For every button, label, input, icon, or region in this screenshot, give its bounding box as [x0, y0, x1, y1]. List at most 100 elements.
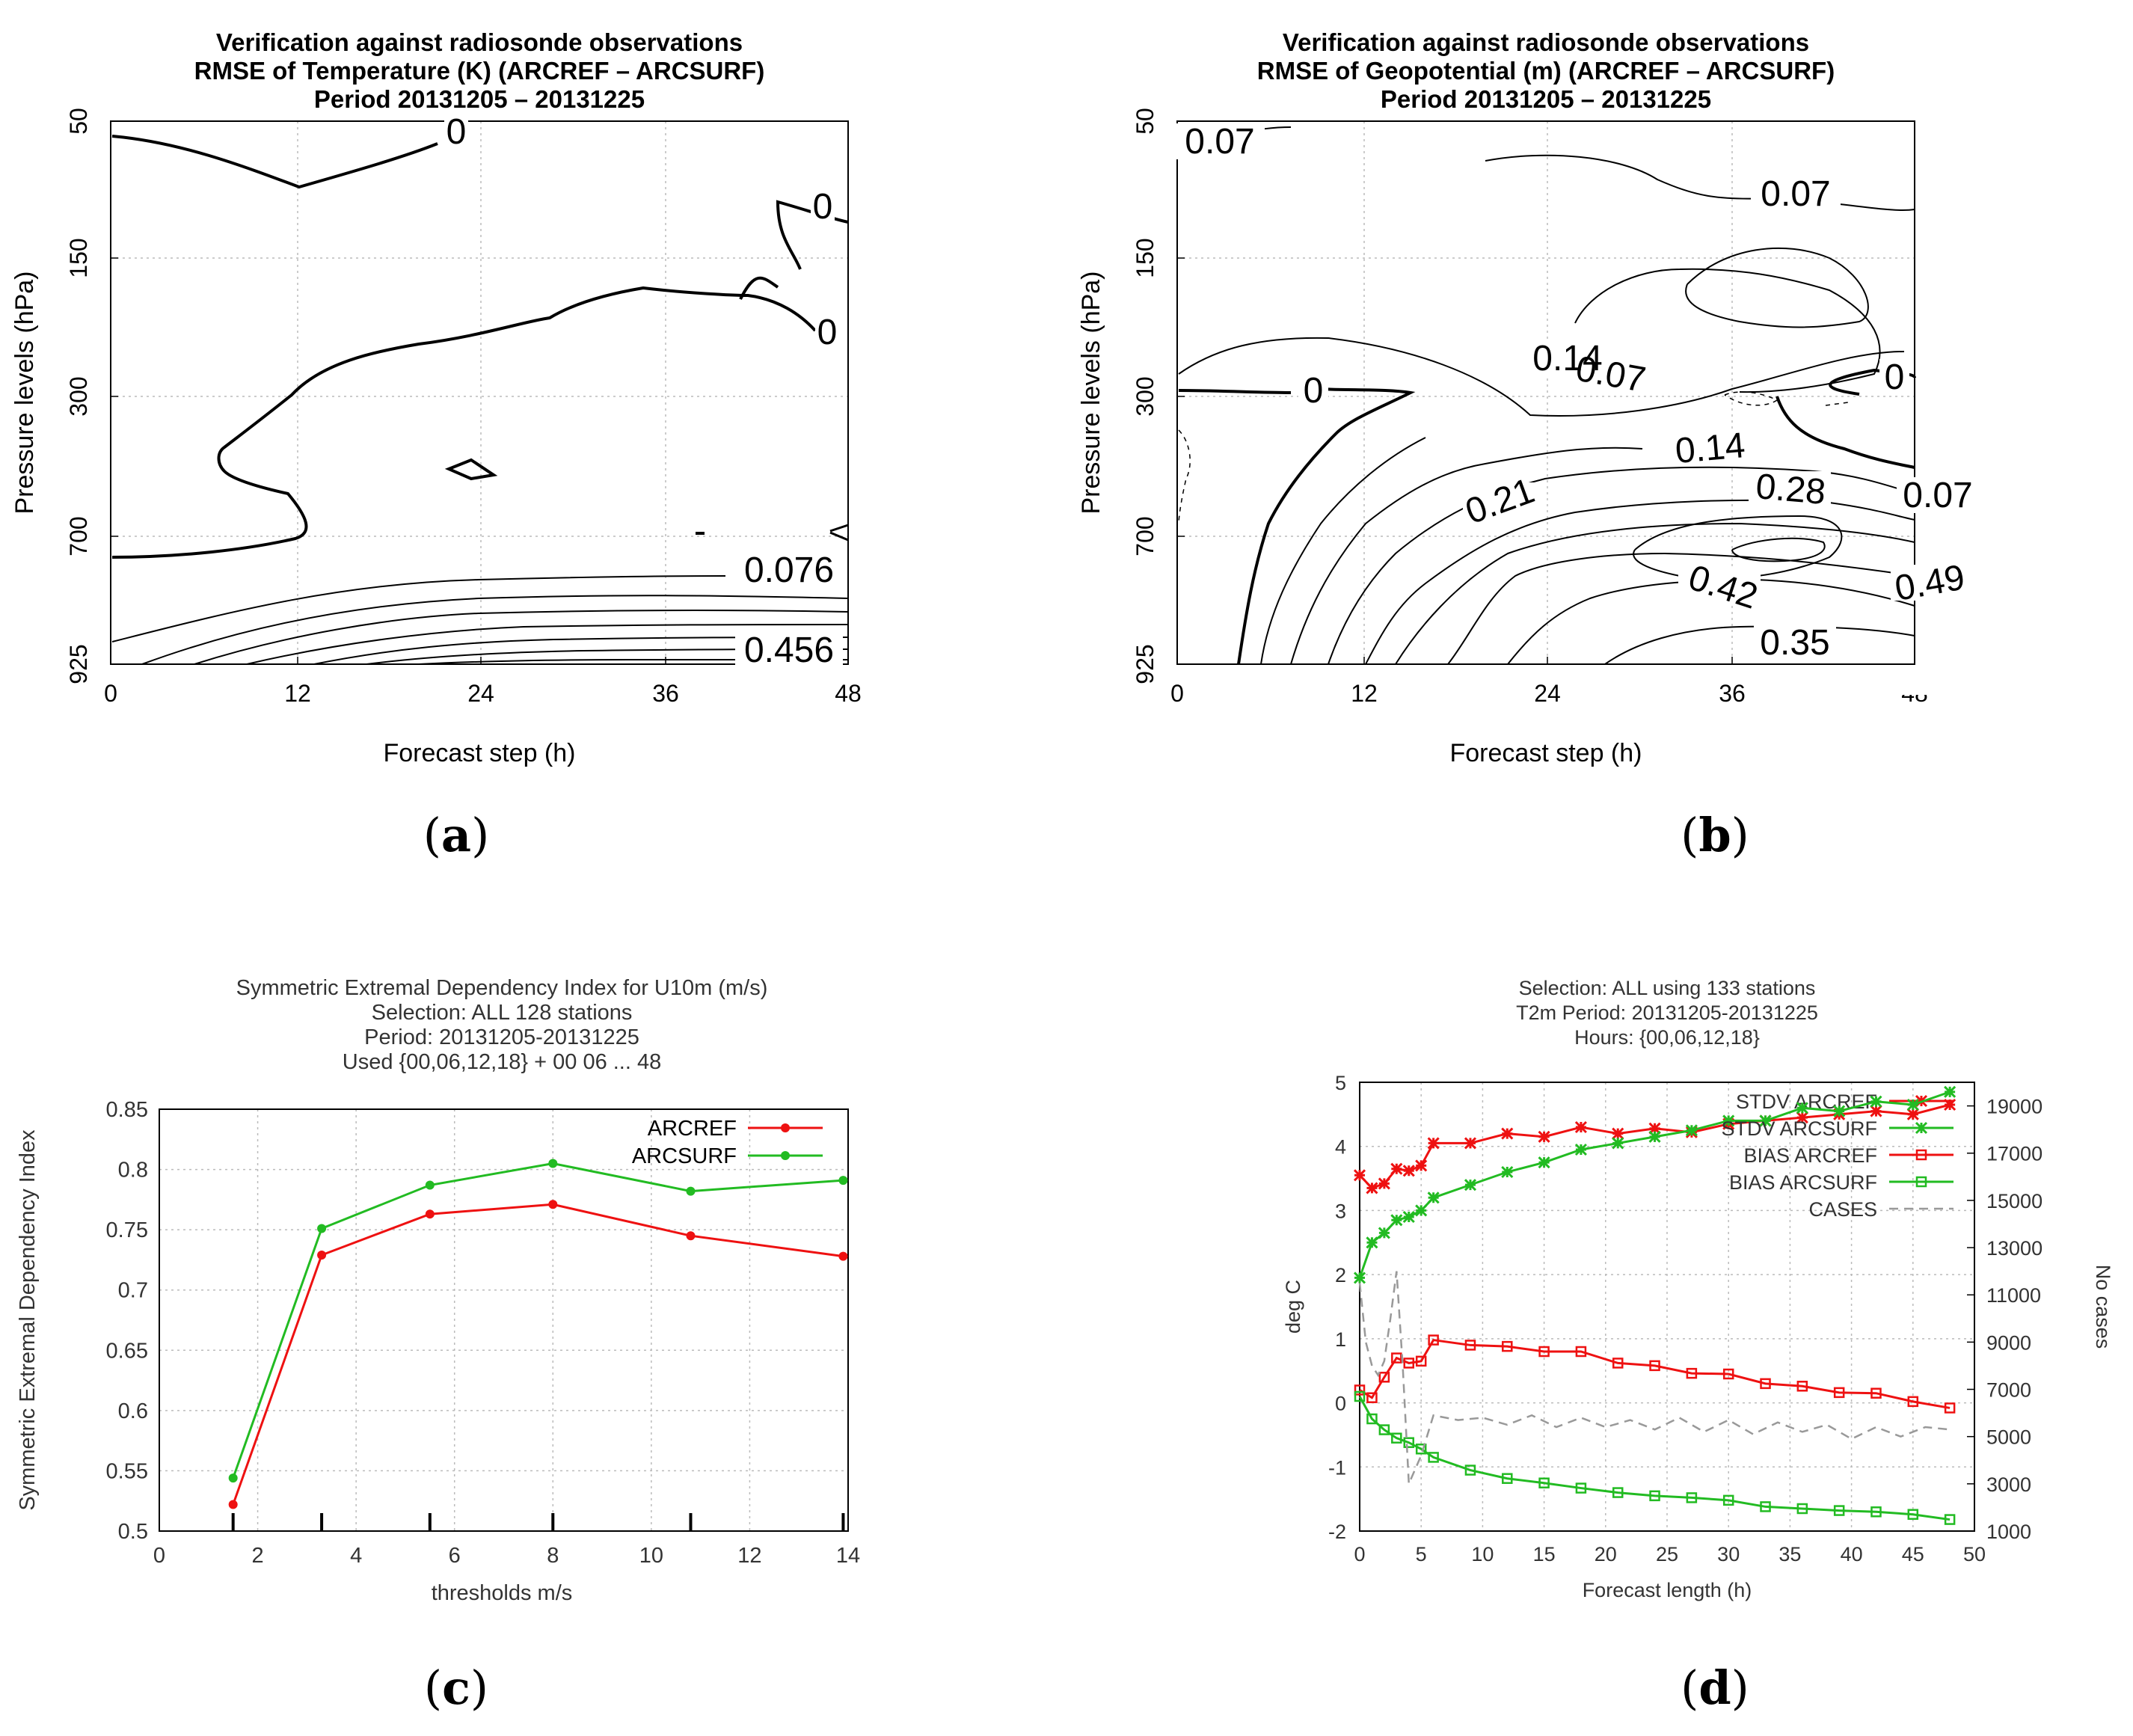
chart-d-series-bias-arcsurf-point-12	[1612, 1487, 1624, 1498]
chart-a-xtick-label-2: 24	[467, 680, 494, 707]
chart-d-title-line-1: Selection: ALL using 133 stations	[1519, 977, 1816, 999]
chart-d-series-bias-arcref-point-15	[1722, 1368, 1734, 1380]
chart-d-series-bias-arcref-point-12	[1612, 1358, 1624, 1369]
chart-a-contour-zero-top	[111, 135, 438, 189]
chart-c-ytick-label-4: 0.7	[118, 1279, 148, 1303]
chart-d-series-bias-arcsurf-point-2	[1366, 1413, 1378, 1425]
chart-d-series-stdv-arcref-point-3	[1378, 1177, 1390, 1190]
chart-d-series-bias-arcref-point-21	[1944, 1402, 1956, 1414]
chart-d-series-stdv-arcsurf-point-13	[1648, 1130, 1661, 1143]
chart-b-ytick-label-2: 300	[1132, 376, 1158, 416]
chart-a-contour-label-0-mid: 0	[817, 313, 838, 352]
chart-a-ytick-label-3: 700	[65, 516, 92, 556]
chart-d-series-bias-arcref-point-8	[1464, 1340, 1476, 1351]
chart-d-series-stdv-arcsurf-point-20	[1906, 1098, 1919, 1111]
chart-d-xlabel: Forecast length (h)	[1583, 1579, 1752, 1601]
chart-d-xtick-label-7: 35	[1778, 1543, 1801, 1565]
chart-d-series-bias-arcref-point-9	[1502, 1340, 1513, 1352]
chart-d-legend-stdv-arcref-label: STDV ARCREF	[1736, 1091, 1877, 1113]
chart-a-contour-zero-bend	[739, 276, 779, 300]
chart-b-contour-label-021-bg	[1463, 482, 1545, 518]
chart-d-series-bias-arcsurf-point-18	[1833, 1505, 1845, 1516]
chart-c-ytick-label-3: 0.65	[106, 1339, 148, 1363]
chart-b-contour-label-042: 0.42	[1684, 558, 1762, 617]
chart-d-series-bias-arcref-point-11	[1575, 1346, 1587, 1358]
chart-b-contour-label-007-topleft-bg	[1175, 123, 1265, 159]
chart-b-xtick-label-1: 12	[1351, 680, 1378, 707]
chart-b-contour-042	[1633, 515, 1843, 580]
chart-b-contour-zero-left	[1178, 387, 1416, 665]
chart-d-xtick-label-8: 40	[1841, 1543, 1863, 1565]
chart-d-legend-stdv-arcsurf-label: STDV ARCSURF	[1721, 1117, 1877, 1140]
chart-b-ytick-label-4: 925	[1132, 644, 1158, 684]
chart-a-contour-zero-main	[111, 286, 817, 559]
chart-d-series-stdv-arcsurf-point-12	[1612, 1137, 1624, 1150]
chart-c-series-arcref-point-4	[548, 1200, 558, 1209]
chart-a: Verification against radiosonde observat…	[10, 28, 862, 767]
chart-d-series-bias-arcsurf-point-9	[1502, 1473, 1513, 1484]
chart-d-series-stdv-arcref-point-6	[1415, 1159, 1428, 1172]
chart-c-xtick-label-7: 14	[836, 1544, 860, 1568]
chart-a-contour-label-0076-bg	[735, 552, 843, 588]
chart-c-series-arcsurf-line	[232, 1162, 844, 1479]
chart-a-contour-thin-4	[246, 624, 849, 665]
chart-c-title-line-4: Used {00,06,12,18} + 00 06 ... 48	[343, 1050, 662, 1074]
chart-b-xtick-label-2: 24	[1534, 680, 1561, 707]
chart-d-series-stdv-arcsurf-point-16	[1759, 1114, 1772, 1127]
chart-d-series-stdv-arcsurf-point-17	[1796, 1102, 1808, 1114]
chart-c-plot-frame	[159, 1108, 849, 1532]
chart-d-series-stdv-arcsurf-point-11	[1574, 1143, 1587, 1156]
panel-d: Selection: ALL using 133 stations T2m Per…	[1066, 935, 2133, 1732]
chart-c-ylabel: Symmetric Extremal Dependency Index	[16, 1129, 40, 1511]
chart-b-contour-label-0-right: 0	[1885, 358, 1905, 397]
chart-a-ytick-label-0: 50	[65, 108, 92, 135]
chart-d-series-stdv-arcref-point-20	[1906, 1108, 1919, 1120]
chart-b-contour-thin-8	[1604, 625, 1915, 665]
chart-d-series-bias-arcref-point-7	[1428, 1334, 1439, 1346]
chart-b-contour-label-021: 0.21	[1461, 471, 1540, 533]
chart-d-series-bias-arcref-point-10	[1538, 1346, 1550, 1358]
chart-b-contour-thin-1	[1260, 437, 1426, 665]
chart-d-series-stdv-arcsurf-point-3	[1378, 1227, 1390, 1239]
chart-c-series-arcref-point-1	[228, 1500, 238, 1509]
chart-d-legend-stdv-arcsurf-marker	[1915, 1121, 1928, 1135]
chart-c-ytick-label-1: 0.55	[106, 1459, 148, 1483]
chart-d-y2tick-label-6: 13000	[1986, 1237, 2043, 1260]
chart-d-series-stdv-arcref-point-7	[1427, 1137, 1440, 1150]
chart-c-series-arcref-point-3	[425, 1209, 435, 1219]
chart-a-contour-label-0-top: 0	[446, 112, 467, 152]
chart-b-contour-007-top	[1485, 154, 1915, 212]
chart-b-contour-label-028-bg	[1749, 471, 1831, 507]
panel-label-d: (d)	[1681, 1660, 1749, 1715]
chart-c-series-arcsurf-point-2	[317, 1224, 327, 1233]
chart-b-contour-thin-6	[1447, 552, 1915, 665]
chart-b-contour-049	[1731, 537, 1826, 562]
chart-a-xtick-label-0: 0	[104, 680, 117, 707]
chart-a-ytick-label-4: 925	[65, 644, 92, 684]
chart-d-y2tick-label-4: 9000	[1986, 1331, 2031, 1354]
chart-d-xtick-label-9: 45	[1902, 1543, 1924, 1565]
chart-c-xtick-label-4: 8	[547, 1544, 559, 1568]
chart-b-contour-thin-7	[1507, 578, 1915, 665]
chart-a-contour-label-0-right: 0	[813, 187, 833, 227]
chart-d-series-stdv-arcsurf-point-1	[1353, 1272, 1366, 1284]
chart-b: Verification against radiosonde observat…	[1077, 28, 1979, 767]
chart-a-plot-frame	[110, 120, 849, 665]
chart-c: Symmetric Extremal Dependency Index for …	[16, 976, 860, 1605]
chart-d-series-bias-arcsurf-point-21	[1944, 1514, 1956, 1525]
chart-d-legend-bias-arcref-label: BIAS ARCREF	[1743, 1144, 1877, 1167]
chart-d-series-bias-arcsurf-point-5	[1403, 1437, 1415, 1448]
chart-c-series-arcsurf-point-5	[686, 1186, 696, 1196]
chart-d-ylabel: deg C	[1282, 1280, 1304, 1334]
chart-d-series-stdv-arcsurf-point-6	[1415, 1204, 1428, 1217]
chart-d-xtick-label-10: 50	[1963, 1543, 1986, 1565]
chart-b-ytick-label-1: 150	[1132, 238, 1158, 277]
chart-b-contour-label-007-top: 0.07	[1761, 174, 1830, 214]
chart-d-series-bias-arcsurf-point-17	[1796, 1503, 1808, 1515]
chart-d-xtick-label-2: 10	[1471, 1543, 1494, 1565]
chart-d-series-stdv-arcsurf-point-4	[1390, 1214, 1403, 1227]
chart-d-y2tick-label-1: 3000	[1986, 1473, 2031, 1496]
chart-d-series-stdv-arcsurf-point-7	[1427, 1191, 1440, 1204]
chart-d-ytick-label-1: -1	[1328, 1456, 1346, 1479]
chart-c-series-arcref-point-5	[686, 1231, 696, 1241]
